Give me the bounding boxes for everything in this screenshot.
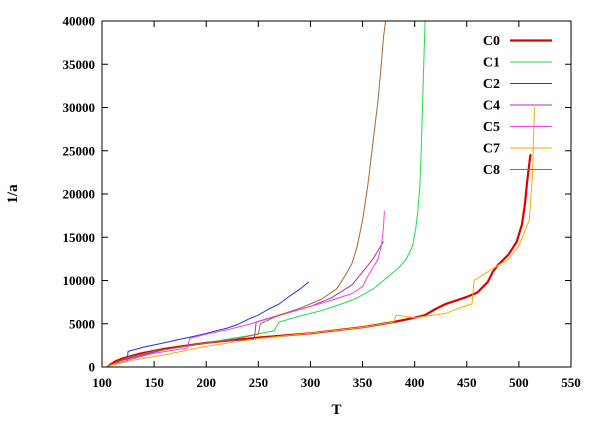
x-tick-label: 400	[405, 375, 425, 390]
x-tick-label: 550	[561, 375, 581, 390]
axis-ticks	[101, 20, 572, 368]
x-tick-label: 200	[196, 375, 216, 390]
y-tick-label: 25000	[63, 143, 96, 158]
y-tick-label: 20000	[63, 187, 96, 202]
legend-label-c1: C1	[483, 56, 500, 71]
x-tick-label: 100	[92, 375, 112, 390]
series-line-c2	[126, 281, 309, 363]
x-tick-label: 300	[301, 375, 321, 390]
plot-series	[106, 20, 535, 367]
x-tick-label: 500	[509, 375, 529, 390]
legend: C0 C1 C2 C4 C5 C7 C8	[483, 34, 552, 178]
legend-label-c5: C5	[483, 120, 500, 135]
legend-label-c4: C4	[483, 99, 500, 114]
legend-label-c0: C0	[483, 34, 500, 49]
series-line-c8	[106, 20, 386, 367]
y-tick-label: 15000	[63, 230, 96, 245]
y-tick-label: 10000	[63, 273, 96, 288]
series-line-c5	[109, 210, 385, 366]
x-tick-label: 250	[249, 375, 269, 390]
x-tick-label: 150	[144, 375, 164, 390]
y-tick-label: 0	[89, 360, 96, 375]
legend-label-c8: C8	[483, 163, 500, 178]
y-axis-title: 1/a	[5, 184, 21, 204]
x-tick-label: 450	[457, 375, 477, 390]
series-line-c0	[108, 154, 532, 367]
y-tick-label: 35000	[63, 57, 96, 72]
y-tick-label: 5000	[69, 316, 95, 331]
legend-label-c7: C7	[483, 142, 500, 157]
series-line-c7	[107, 107, 535, 367]
x-axis-title: T	[331, 402, 341, 418]
x-tick-label: 350	[353, 375, 373, 390]
tick-labels: 100 150 200 250 300 350 400 450 500 550 0 5000 10000…	[63, 14, 581, 391]
legend-label-c2: C2	[483, 77, 500, 92]
y-tick-label: 30000	[63, 100, 96, 115]
y-tick-label: 40000	[63, 14, 96, 29]
